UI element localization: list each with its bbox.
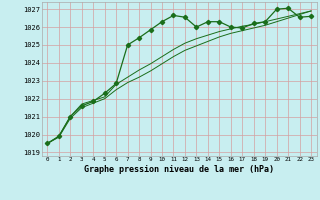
- X-axis label: Graphe pression niveau de la mer (hPa): Graphe pression niveau de la mer (hPa): [84, 165, 274, 174]
